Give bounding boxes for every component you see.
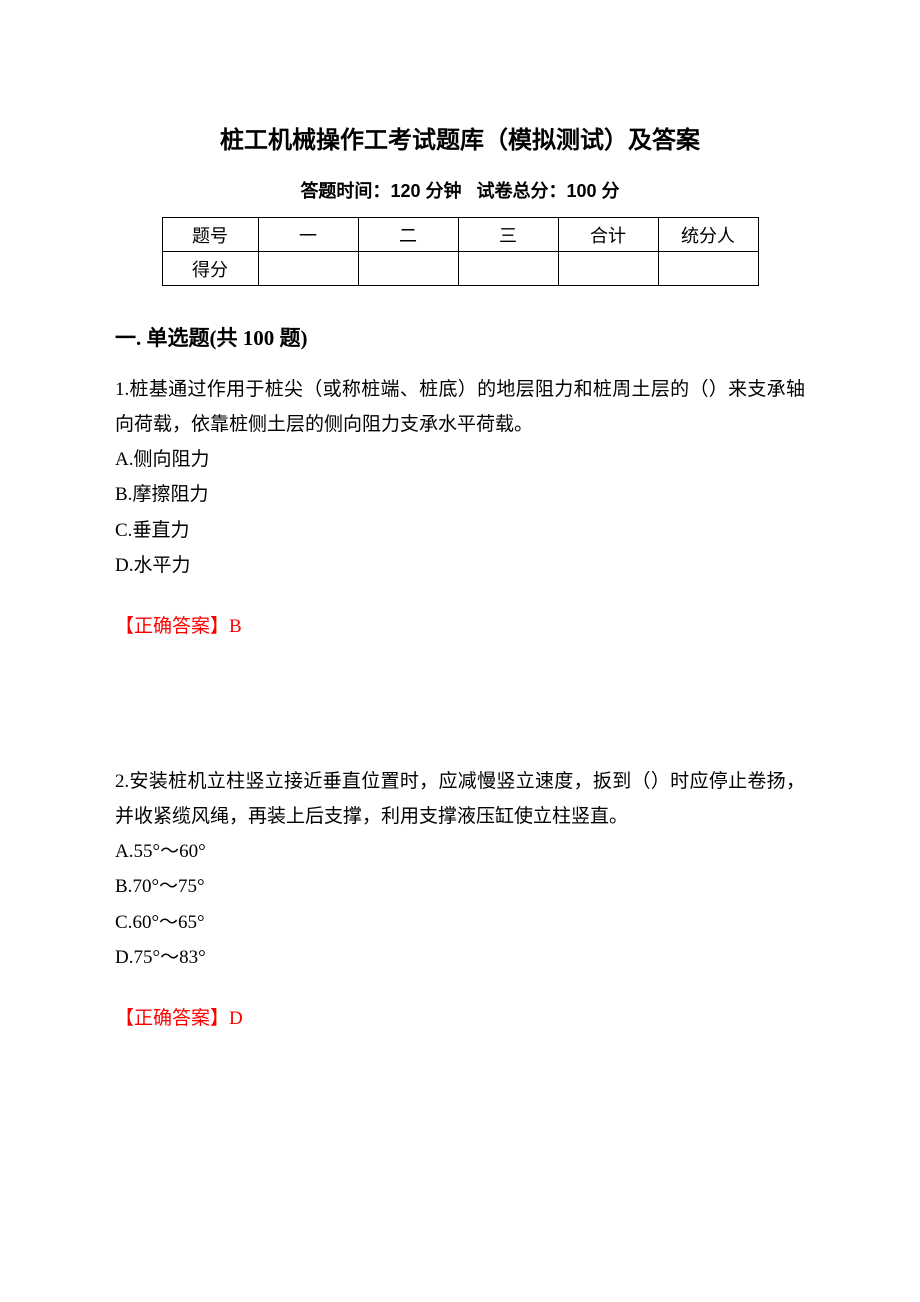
table-row: 得分 xyxy=(162,252,758,286)
option-label: B. xyxy=(115,484,132,505)
table-row: 题号 一 二 三 合计 统分人 xyxy=(162,218,758,252)
time-value: 120 分钟 xyxy=(390,181,461,201)
col-header: 二 xyxy=(358,218,458,252)
row-label: 得分 xyxy=(162,252,258,286)
option-label: A. xyxy=(115,841,133,862)
total-value: 100 分 xyxy=(567,181,620,201)
option-text: 70°～75° xyxy=(132,876,204,897)
option-text: 55°～60° xyxy=(133,841,205,862)
question-body: 桩基通过作用于桩尖（或称桩端、桩底）的地层阻力和桩周土层的（）来支承轴向荷载，依… xyxy=(115,379,805,435)
time-label: 答题时间： xyxy=(300,181,390,201)
option-d: D.75°～83° xyxy=(115,940,805,975)
question-block: 2.安装桩机立柱竖立接近垂直位置时，应减慢竖立速度，扳到（）时应停止卷扬，并收紧… xyxy=(115,764,805,1036)
score-cell xyxy=(258,252,358,286)
option-label: C. xyxy=(115,520,132,541)
question-block: 1.桩基通过作用于桩尖（或称桩端、桩底）的地层阻力和桩周土层的（）来支承轴向荷载… xyxy=(115,372,805,644)
option-text: 水平力 xyxy=(133,555,190,576)
answer-line: 【正确答案】D xyxy=(115,1001,805,1036)
col-header: 统分人 xyxy=(658,218,758,252)
option-c: C.垂直力 xyxy=(115,513,805,548)
col-header: 合计 xyxy=(558,218,658,252)
answer-line: 【正确答案】B xyxy=(115,609,805,644)
score-cell xyxy=(558,252,658,286)
exam-meta: 答题时间：120 分钟 试卷总分：100 分 xyxy=(115,177,805,203)
answer-value: D xyxy=(229,1008,243,1029)
option-text: 75°～83° xyxy=(133,947,205,968)
option-label: A. xyxy=(115,449,133,470)
col-header: 一 xyxy=(258,218,358,252)
question-text: 1.桩基通过作用于桩尖（或称桩端、桩底）的地层阻力和桩周土层的（）来支承轴向荷载… xyxy=(115,372,805,442)
answer-label: 【正确答案】 xyxy=(115,1008,229,1029)
option-c: C.60°～65° xyxy=(115,905,805,940)
option-b: B.摩擦阻力 xyxy=(115,477,805,512)
option-d: D.水平力 xyxy=(115,548,805,583)
question-number: 1. xyxy=(115,379,129,400)
score-cell xyxy=(458,252,558,286)
score-cell xyxy=(358,252,458,286)
option-text: 摩擦阻力 xyxy=(132,484,208,505)
page-title: 桩工机械操作工考试题库（模拟测试）及答案 xyxy=(115,120,805,155)
option-a: A.55°～60° xyxy=(115,834,805,869)
option-text: 垂直力 xyxy=(132,520,189,541)
question-body: 安装桩机立柱竖立接近垂直位置时，应减慢竖立速度，扳到（）时应停止卷扬，并收紧缆风… xyxy=(115,771,805,827)
option-label: D. xyxy=(115,947,133,968)
section-heading: 一. 单选题(共 100 题) xyxy=(115,322,805,352)
exam-page: 桩工机械操作工考试题库（模拟测试）及答案 答题时间：120 分钟 试卷总分：10… xyxy=(0,0,920,1302)
option-text: 侧向阻力 xyxy=(133,449,209,470)
score-table: 题号 一 二 三 合计 统分人 得分 xyxy=(162,217,759,286)
answer-label: 【正确答案】 xyxy=(115,616,229,637)
question-number: 2. xyxy=(115,771,129,792)
option-label: C. xyxy=(115,912,132,933)
option-b: B.70°～75° xyxy=(115,869,805,904)
option-text: 60°～65° xyxy=(132,912,204,933)
total-label: 试卷总分： xyxy=(477,181,567,201)
score-cell xyxy=(658,252,758,286)
option-a: A.侧向阻力 xyxy=(115,442,805,477)
answer-value: B xyxy=(229,616,242,637)
option-label: D. xyxy=(115,555,133,576)
col-header: 题号 xyxy=(162,218,258,252)
option-label: B. xyxy=(115,876,132,897)
col-header: 三 xyxy=(458,218,558,252)
question-text: 2.安装桩机立柱竖立接近垂直位置时，应减慢竖立速度，扳到（）时应停止卷扬，并收紧… xyxy=(115,764,805,834)
